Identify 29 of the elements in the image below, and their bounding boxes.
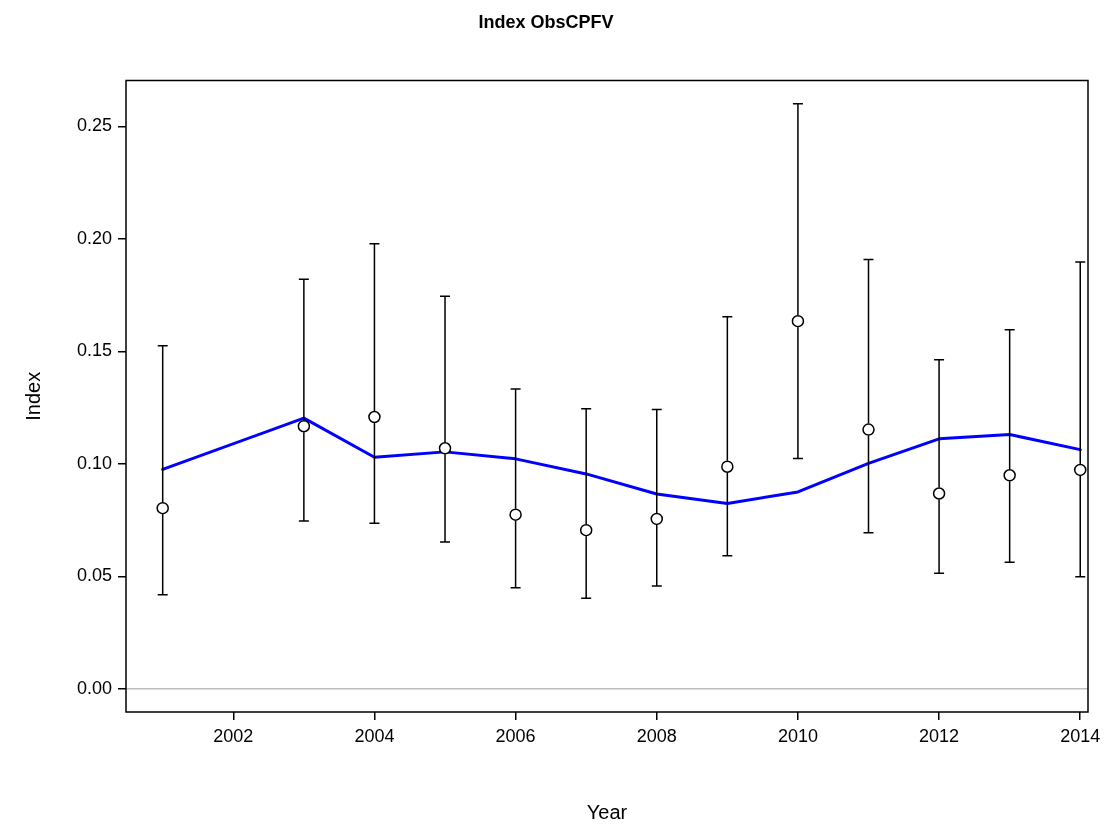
y-tick-label: 0.10 [76,452,112,473]
point [438,442,452,455]
point [297,419,311,433]
x-tick-label: 2006 [495,725,536,746]
point [368,410,381,424]
point [721,460,734,473]
point [932,487,946,500]
point [1073,463,1087,477]
point [650,512,664,526]
point [791,314,805,328]
point [579,523,593,537]
y-tick-label: 0.25 [76,115,112,136]
y-axis-title: Index [21,371,44,421]
x-axis-title: Year [586,800,628,823]
y-tick-label: 0.05 [76,565,112,586]
y-tick-label: 0.00 [76,677,112,698]
x-tick-label: 2014 [1060,725,1101,746]
point [509,508,522,521]
x-tick-label: 2010 [777,725,818,746]
x-tick-label: 2002 [213,725,254,746]
point [1003,469,1016,482]
y-tick-label: 0.20 [76,227,112,248]
point [156,501,169,515]
x-tick-label: 2004 [354,725,395,746]
x-tick-label: 2012 [919,725,960,746]
y-tick-label: 0.15 [76,340,112,361]
chart-title: Index ObsCPFV [478,11,614,32]
x-tick-label: 2008 [636,725,677,746]
point [862,423,875,436]
